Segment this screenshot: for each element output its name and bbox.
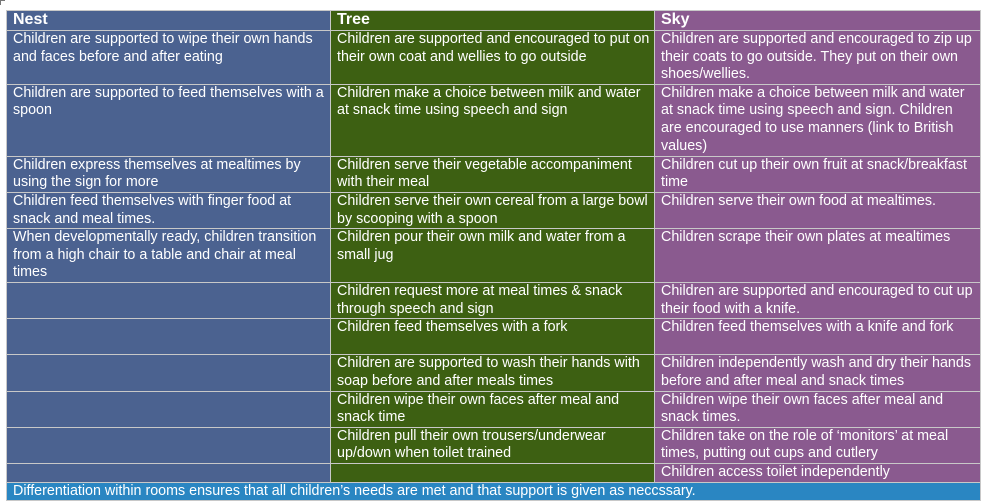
cell-nest [6,318,331,356]
cell-sky: Children are supported and encouraged to… [654,282,981,320]
header-sky: Sky [654,10,981,31]
cell-nest: When developmentally ready, children tra… [6,228,331,284]
header-row: Nest Tree Sky [6,10,981,31]
table-row: Children access toilet independently [6,462,981,483]
cell-tree: Children request more at meal times & sn… [330,282,655,320]
cell-nest [6,390,331,428]
cell-tree: Children are supported and encouraged to… [330,30,655,85]
cell-sky: Children independently wash and dry thei… [654,354,981,392]
cell-nest [6,282,331,320]
table-row: Children express themselves at mealtimes… [6,155,981,193]
cell-sky: Children wipe their own faces after meal… [654,390,981,428]
header-tree: Tree [330,10,655,31]
footer-row: Differentiation within rooms ensures tha… [6,481,981,502]
cell-nest [6,462,331,483]
cell-nest: Children feed themselves with finger foo… [6,191,331,230]
cell-tree: Children wipe their own faces after meal… [330,390,655,428]
cell-sky: Children take on the role of ‘monitors’ … [654,426,981,464]
cell-tree: Children serve their vegetable accompani… [330,155,655,193]
table-row: Children wipe their own faces after meal… [6,390,981,428]
cell-tree: Children serve their own cereal from a l… [330,191,655,230]
cell-nest: Children are supported to feed themselve… [6,83,331,157]
cell-sky: Children scrape their own plates at meal… [654,228,981,284]
header-nest: Nest [6,10,331,31]
cell-sky: Children make a choice between milk and … [654,83,981,157]
footer-note: Differentiation within rooms ensures tha… [6,481,981,502]
cell-sky: Children are supported and encouraged to… [654,30,981,85]
cell-nest: Children express themselves at mealtimes… [6,155,331,193]
room-comparison-table: Nest Tree Sky Children are supported to … [6,10,981,502]
cell-sky: Children feed themselves with a knife an… [654,318,981,356]
cell-tree: Children are supported to wash their han… [330,354,655,392]
cell-nest [6,354,331,392]
cell-sky: Children cut up their own fruit at snack… [654,155,981,193]
corner-mark [0,0,5,5]
cell-tree: Children pour their own milk and water f… [330,228,655,284]
table-row: Children are supported to feed themselve… [6,83,981,157]
table-row: Children are supported to wash their han… [6,354,981,392]
cell-nest [6,426,331,464]
cell-sky: Children serve their own food at mealtim… [654,191,981,230]
table-row: Children are supported to wipe their own… [6,30,981,85]
cell-tree: Children feed themselves with a fork [330,318,655,356]
cell-nest: Children are supported to wipe their own… [6,30,331,85]
cell-sky: Children access toilet independently [654,462,981,483]
cell-tree: Children pull their own trousers/underwe… [330,426,655,464]
table-row: When developmentally ready, children tra… [6,228,981,284]
cell-tree [330,462,655,483]
table-row: Children pull their own trousers/underwe… [6,426,981,464]
table-row: Children feed themselves with finger foo… [6,191,981,230]
cell-tree: Children make a choice between milk and … [330,83,655,157]
table-row: Children request more at meal times & sn… [6,282,981,320]
table-row: Children feed themselves with a fork Chil… [6,318,981,356]
